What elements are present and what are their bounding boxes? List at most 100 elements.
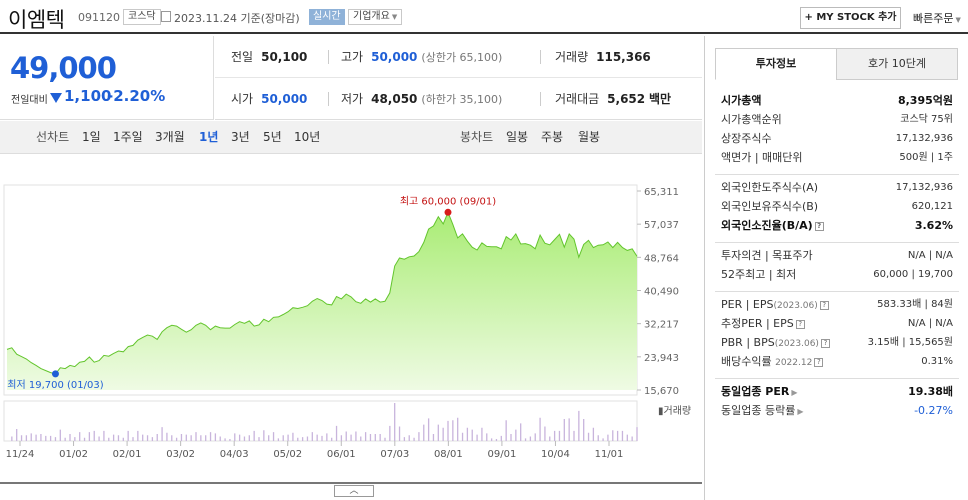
sector-per-label[interactable]: 동일업종 PER ▶ — [721, 382, 798, 402]
chart-period-tabs: 선차트 1일 1주일 3개월 1년 3년 5년 10년 봉차트 일봉 주봉 월봉 — [0, 121, 702, 154]
per-value: 583.33배 | 84원 — [877, 299, 953, 310]
foreign-limit-label: 외국인한도주식수(A) — [721, 181, 819, 194]
tab-3m[interactable]: 3개월 — [155, 130, 185, 144]
high-label: 고가 — [341, 50, 364, 64]
info-row: 동일업종 등락률 ▶ -0.27% — [715, 401, 959, 420]
candle-chart-label: 봉차트 — [460, 130, 494, 144]
foreign-hold-label: 외국인보유주식수(B) — [721, 200, 819, 213]
chart-scroll-handle[interactable]: ︿ — [334, 485, 374, 497]
volume-legend: ▮거래량 — [658, 405, 691, 417]
w52-value: 60,000 | 19,700 — [873, 269, 953, 280]
info-row: 외국인소진율(B/A)? 3.62% — [715, 216, 959, 235]
y-tick-label: 65,311 — [644, 187, 679, 198]
par-value: 500원 | 1주 — [899, 152, 953, 163]
volume: 거래량 115,366 — [555, 36, 651, 78]
base-date: 2023.11.24 기준(장마감) — [174, 12, 300, 25]
market-cap-group: 시가총액 8,395억원 시가총액순위 코스닥 75위 상장주식수 17,132,93… — [715, 88, 959, 175]
tab-3y[interactable]: 3년 — [231, 130, 250, 144]
quick-order-label: 빠른주문 — [913, 12, 954, 25]
sector-rate-label[interactable]: 동일업종 등락률 ▶ — [721, 401, 804, 421]
info-row: PER | EPS(2023.06)? 583.33배 | 84원 — [715, 295, 959, 314]
price-area — [7, 212, 637, 390]
price-line — [6, 210, 638, 375]
x-tick-label: 05/02 — [273, 449, 302, 460]
trade-amount: 거래대금 5,652 백만 — [555, 78, 671, 120]
line-chart-label: 선차트 — [36, 130, 70, 144]
high-price: 고가 50,000 (상한가 65,100) — [341, 36, 502, 78]
price-chart-svg: 65,311 57,037 48,764 40,490 32,217 23,943 15,6… — [0, 184, 702, 484]
info-tabs: 투자정보 호가 10단계 — [715, 48, 959, 80]
high-point — [444, 208, 452, 216]
prev-close: 전일 50,100 — [231, 36, 307, 78]
volume-area — [3, 400, 638, 442]
current-price: 49,000 — [10, 51, 117, 85]
dividend-label: 배당수익률 2022.12? — [721, 352, 824, 373]
add-my-stock-button[interactable]: + MY STOCK 추가 — [800, 7, 901, 29]
help-icon[interactable]: ? — [814, 358, 824, 367]
low-label: 저가 — [341, 92, 364, 106]
prev-close-value: 50,100 — [261, 50, 308, 64]
foreign-ratio-value: 3.62% — [914, 219, 953, 232]
info-row: PBR | BPS(2023.06)? 3.15배 | 15,565원 — [715, 333, 959, 352]
sector-per-value: 19.38배 — [908, 385, 953, 398]
amount-value: 5,652 — [607, 92, 646, 106]
per-label: PER | EPS(2023.06)? — [721, 295, 829, 316]
opinion-value: N/A | N/A — [907, 250, 953, 261]
tab-1y[interactable]: 1년 — [199, 130, 219, 144]
tab-10y[interactable]: 10년 — [294, 130, 321, 144]
low-point — [51, 370, 59, 378]
dividend-value: 0.31% — [921, 356, 953, 367]
open-label: 시가 — [231, 92, 254, 106]
help-icon[interactable]: ? — [819, 301, 829, 310]
realtime-badge[interactable]: 실시간 — [309, 9, 345, 25]
calendar-icon — [161, 11, 171, 22]
y-tick-label: 23,943 — [644, 353, 679, 364]
help-icon[interactable]: ? — [795, 320, 805, 329]
volume-value: 115,366 — [596, 50, 651, 64]
valuation-group: PER | EPS(2023.06)? 583.33배 | 84원 추정PER |… — [715, 292, 959, 379]
tab-weekly-candle[interactable]: 주봉 — [541, 130, 564, 144]
lower-limit: (하한가 35,100) — [421, 93, 503, 106]
volume-label: 거래량 — [555, 50, 589, 64]
open-price: 시가 50,000 — [231, 78, 307, 120]
divider — [540, 50, 541, 64]
market-badge: 코스닥 — [123, 9, 161, 25]
tab-1w[interactable]: 1주일 — [113, 130, 143, 144]
help-icon[interactable]: ? — [820, 339, 830, 348]
eper-text: 추정PER | EPS — [721, 317, 794, 330]
chevron-down-icon: ▼ — [391, 13, 398, 21]
tab-5y[interactable]: 5년 — [263, 130, 282, 144]
open-value: 50,000 — [261, 92, 308, 106]
sector-per-text: 동일업종 PER — [721, 385, 790, 398]
company-info-dropdown[interactable]: 기업개요 ▼ — [348, 9, 403, 25]
y-tick-label: 57,037 — [644, 220, 679, 231]
caret-right-icon: ▶ — [797, 407, 804, 416]
x-tick-label: 04/03 — [220, 449, 249, 460]
w52-label: 52주최고 | 최저 — [721, 268, 797, 281]
eper-label: 추정PER | EPS? — [721, 314, 805, 333]
x-tick-label: 10/04 — [541, 449, 570, 460]
pbr-value: 3.15배 | 15,565원 — [867, 337, 953, 348]
foreign-ratio-label: 외국인소진율(B/A)? — [721, 216, 824, 235]
compare-label: 전일대비 — [11, 95, 48, 106]
stock-header: 이엠텍 091120 코스닥 2023.11.24 기준(장마감) 실시간 기업… — [0, 0, 968, 34]
tab-order-book[interactable]: 호가 10단계 — [836, 48, 958, 80]
y-tick-label: 15,670 — [644, 386, 679, 397]
price-chart: 65,311 57,037 48,764 40,490 32,217 23,943 15,6… — [0, 154, 702, 500]
pbr-label: PBR | BPS(2023.06)? — [721, 333, 830, 354]
info-row: 액면가 | 매매단위 500원 | 1주 — [715, 148, 959, 167]
info-row: 52주최고 | 최저 60,000 | 19,700 — [715, 265, 959, 284]
help-icon[interactable]: ? — [814, 222, 824, 231]
quick-order-link[interactable]: 빠른주문 ▼ — [913, 10, 961, 26]
pbr-text: PBR | BPS — [721, 336, 775, 349]
chevron-down-icon: ▼ — [955, 16, 961, 24]
per-date: (2023.06) — [773, 301, 818, 311]
eper-value: N/A | N/A — [907, 318, 953, 329]
tab-investment-info[interactable]: 투자정보 — [715, 48, 837, 80]
tab-1d[interactable]: 1일 — [82, 130, 101, 144]
tab-monthly-candle[interactable]: 월봉 — [578, 130, 601, 144]
per-text: PER | EPS — [721, 298, 774, 311]
tab-daily-candle[interactable]: 일봉 — [506, 130, 529, 144]
price-change: 1,100 — [64, 87, 112, 105]
